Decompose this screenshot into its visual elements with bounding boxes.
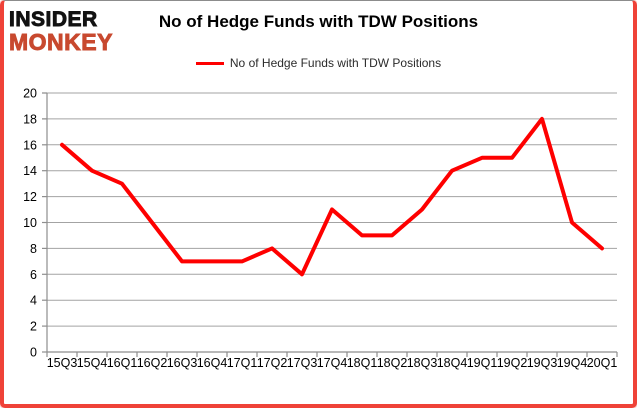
line-chart-plot: 0 2 4 6 8 10 12 14 16 18 20 15Q3 15Q4 16Q1 16Q2 16Q3 16Q…	[23, 87, 618, 370]
x-tick-label: 18Q2	[377, 356, 408, 370]
x-tick-label: 20Q1	[587, 356, 618, 370]
x-tick-label: 19Q4	[557, 356, 588, 370]
x-tick-label: 17Q2	[257, 356, 288, 370]
x-tick-label: 18Q4	[437, 356, 468, 370]
y-tick-label: 2	[30, 320, 37, 334]
y-tick-label: 18	[23, 112, 37, 126]
x-axis-labels: 15Q3 15Q4 16Q1 16Q2 16Q3 16Q4 17Q1 17Q2 17Q3 17Q4…	[47, 356, 618, 370]
y-tick-label: 10	[23, 216, 37, 230]
legend-line-marker-icon	[195, 61, 224, 65]
x-tick-label: 19Q1	[467, 356, 498, 370]
y-tick-label: 8	[30, 242, 37, 256]
x-tick-label: 16Q1	[107, 356, 138, 370]
y-tick-label: 14	[23, 164, 37, 178]
chart-legend: No of Hedge Funds with TDW Positions	[4, 56, 633, 70]
x-tick-label: 15Q3	[47, 356, 78, 370]
x-tick-label: 15Q4	[77, 356, 108, 370]
x-tick-label: 17Q4	[317, 356, 348, 370]
y-tick-label: 0	[30, 346, 37, 360]
logo-text-monkey: MONKEY	[9, 29, 113, 55]
logo-text-insider: INSIDER	[9, 8, 98, 31]
y-tick-label: 12	[23, 190, 37, 204]
x-tick-label: 19Q3	[527, 356, 558, 370]
y-axis-labels: 0 2 4 6 8 10 12 14 16 18 20	[23, 87, 37, 360]
x-tick-label: 16Q2	[137, 356, 168, 370]
y-tick-label: 20	[23, 87, 37, 101]
x-tick-label: 18Q1	[347, 356, 378, 370]
hedge-fund-count-line	[60, 116, 604, 277]
y-tick-label: 4	[30, 294, 37, 308]
legend-label: No of Hedge Funds with TDW Positions	[229, 56, 442, 70]
data-series	[60, 116, 604, 277]
x-tick-label: 17Q3	[287, 356, 318, 370]
tick-marks	[42, 92, 618, 357]
x-tick-label: 18Q3	[407, 356, 438, 370]
insider-monkey-logo: INSIDER MONKEY	[9, 9, 113, 54]
y-tick-label: 6	[30, 268, 37, 282]
gridlines	[47, 92, 617, 327]
chart-title: No of Hedge Funds with TDW Positions	[158, 12, 479, 31]
x-tick-label: 16Q3	[167, 356, 198, 370]
x-tick-label: 19Q2	[497, 356, 528, 370]
x-tick-label: 16Q4	[197, 356, 228, 370]
y-tick-label: 16	[23, 138, 37, 152]
x-tick-label: 17Q1	[227, 356, 258, 370]
